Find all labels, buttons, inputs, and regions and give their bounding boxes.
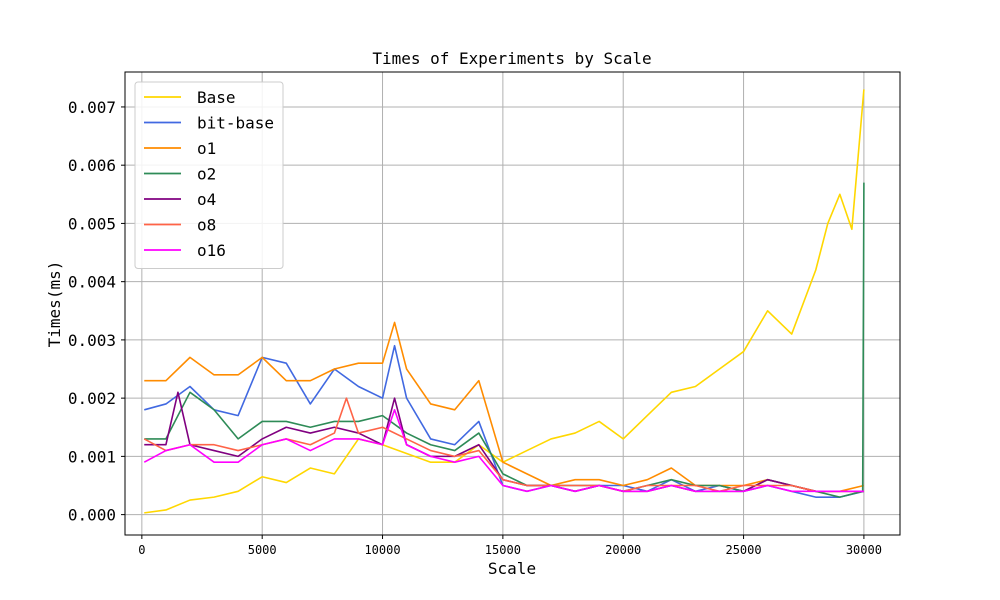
x-tick-label: 25000 [725,543,761,557]
y-tick-label: 0.005 [68,214,116,233]
legend-label: bit-base [197,114,274,133]
chart-title: Times of Experiments by Scale [372,49,651,68]
x-axis-ticks: 0 5000 10000 15000 20000 25000 30000 [138,535,882,557]
y-tick-label: 0.000 [68,506,116,525]
series-line-Base [144,89,865,514]
y-tick-label: 0.002 [68,389,116,408]
series-group [143,89,865,514]
x-tick-label: 15000 [485,543,521,557]
y-tick-label: 0.006 [68,156,116,175]
legend: Base bit-base o1 o2 o4 o8 o16 [134,81,284,269]
legend-label: o8 [197,216,216,235]
y-axis-ticks: 0.000 0.001 0.002 0.003 0.004 0.005 0.006 0.007 [68,98,125,525]
plot-frame [124,71,901,536]
series-line-o8 [143,397,864,493]
grid [125,72,900,535]
y-tick-label: 0.004 [68,273,116,292]
legend-label: o2 [197,165,216,184]
legend-label: Base [197,88,236,107]
series-line-o4 [144,391,864,493]
y-tick-label: 0.003 [68,331,116,350]
y-axis-label: Times(ms) [45,261,64,348]
series-line-o1 [144,321,865,493]
x-tick-label: 20000 [605,543,641,557]
x-tick-label: 10000 [364,543,400,557]
x-tick-label: 30000 [846,543,882,557]
x-tick-label: 0 [138,543,145,557]
y-tick-label: 0.001 [68,447,116,466]
x-axis-label: Scale [488,559,536,578]
series-line-o16 [143,408,864,493]
legend-label: o16 [197,241,226,260]
legend-label: o4 [197,190,216,209]
x-tick-label: 5000 [248,543,277,557]
legend-box [134,81,284,269]
y-tick-label: 0.007 [68,98,116,117]
legend-label: o1 [197,139,216,158]
